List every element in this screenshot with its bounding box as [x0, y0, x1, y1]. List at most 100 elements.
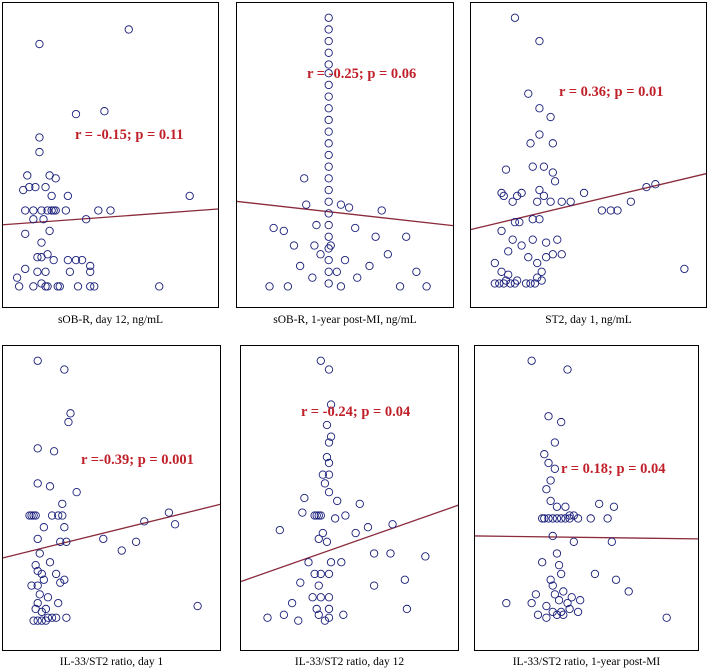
data-point	[275, 525, 284, 535]
trend-line	[2, 208, 219, 226]
data-point	[540, 450, 549, 459]
x-axis-label: sOB-R, day 12, ng/mL	[57, 314, 164, 326]
data-point	[33, 444, 42, 453]
data-point	[47, 191, 56, 201]
data-point	[336, 200, 346, 209]
data-point	[294, 616, 303, 625]
data-point	[603, 514, 612, 523]
data-point	[542, 601, 551, 611]
data-point	[45, 482, 55, 491]
data-point	[39, 575, 48, 584]
data-point	[304, 558, 313, 567]
data-point	[31, 561, 40, 570]
data-point	[155, 282, 164, 291]
data-point	[524, 253, 533, 262]
data-point	[544, 458, 553, 468]
data-point	[680, 264, 689, 274]
data-point	[51, 174, 60, 183]
data-point	[27, 581, 36, 590]
data-point	[526, 139, 535, 148]
data-point	[573, 514, 583, 523]
data-point	[316, 569, 325, 579]
data-point	[528, 162, 537, 171]
data-point	[565, 511, 574, 520]
data-point	[595, 499, 604, 508]
data-point	[642, 182, 651, 192]
data-point	[27, 511, 36, 520]
data-point	[324, 255, 333, 265]
data-point	[31, 511, 40, 520]
data-point	[322, 420, 332, 430]
data-point	[324, 92, 333, 101]
data-point	[90, 282, 99, 291]
data-point	[31, 604, 40, 614]
data-point	[324, 220, 333, 230]
data-point	[573, 607, 583, 617]
data-point	[539, 191, 549, 201]
data-point	[563, 598, 572, 608]
data-point	[353, 273, 362, 282]
data-point	[62, 537, 71, 546]
data-point	[33, 253, 42, 262]
data-point	[58, 499, 67, 508]
panel-st2-day1: r = 0.36; p = 0.01	[470, 2, 707, 308]
data-point	[308, 593, 317, 602]
data-point	[71, 109, 81, 119]
data-point	[550, 177, 560, 186]
data-point	[52, 569, 61, 579]
data-point	[287, 598, 297, 608]
data-point	[546, 496, 555, 506]
data-point	[29, 215, 38, 224]
data-point	[33, 616, 42, 625]
data-point	[497, 226, 506, 236]
data-point	[535, 36, 544, 46]
data-point	[341, 511, 350, 520]
data-point	[535, 185, 544, 195]
data-point	[548, 581, 557, 590]
data-point	[383, 250, 392, 259]
data-point	[320, 616, 330, 625]
data-point	[535, 130, 544, 139]
data-point	[542, 485, 551, 494]
data-point	[33, 581, 42, 590]
data-point	[289, 241, 299, 250]
data-point	[279, 226, 288, 236]
data-point	[326, 558, 336, 567]
data-point	[140, 517, 149, 526]
data-point	[626, 197, 636, 206]
data-point	[61, 206, 70, 215]
scatter-plot-1	[2, 25, 219, 291]
data-point	[320, 479, 330, 488]
data-point	[533, 197, 542, 206]
data-point	[47, 511, 57, 520]
data-point	[533, 273, 542, 282]
data-point	[340, 255, 350, 265]
data-point	[613, 206, 622, 215]
data-point	[337, 558, 346, 567]
data-point	[29, 616, 38, 625]
panel-il33-day12: r = -0.24; p = 0.04	[240, 345, 459, 651]
data-point	[41, 282, 50, 291]
data-point	[548, 250, 557, 259]
data-point	[527, 356, 536, 365]
data-point	[56, 578, 65, 587]
data-point	[37, 569, 46, 579]
scatter-plot-4	[2, 356, 221, 625]
data-point	[565, 514, 574, 523]
data-point	[77, 255, 87, 265]
data-point	[86, 267, 95, 276]
data-point	[552, 610, 562, 619]
data-point	[552, 502, 562, 511]
data-point	[541, 253, 551, 262]
data-point	[527, 598, 536, 608]
data-point	[324, 162, 333, 171]
data-point	[263, 613, 272, 622]
data-point	[590, 569, 600, 579]
data-point	[43, 593, 53, 602]
data-point	[269, 223, 278, 233]
data-point	[312, 220, 321, 230]
data-point	[550, 438, 560, 447]
data-point	[561, 514, 570, 523]
data-point	[548, 168, 557, 177]
data-point	[365, 261, 374, 271]
